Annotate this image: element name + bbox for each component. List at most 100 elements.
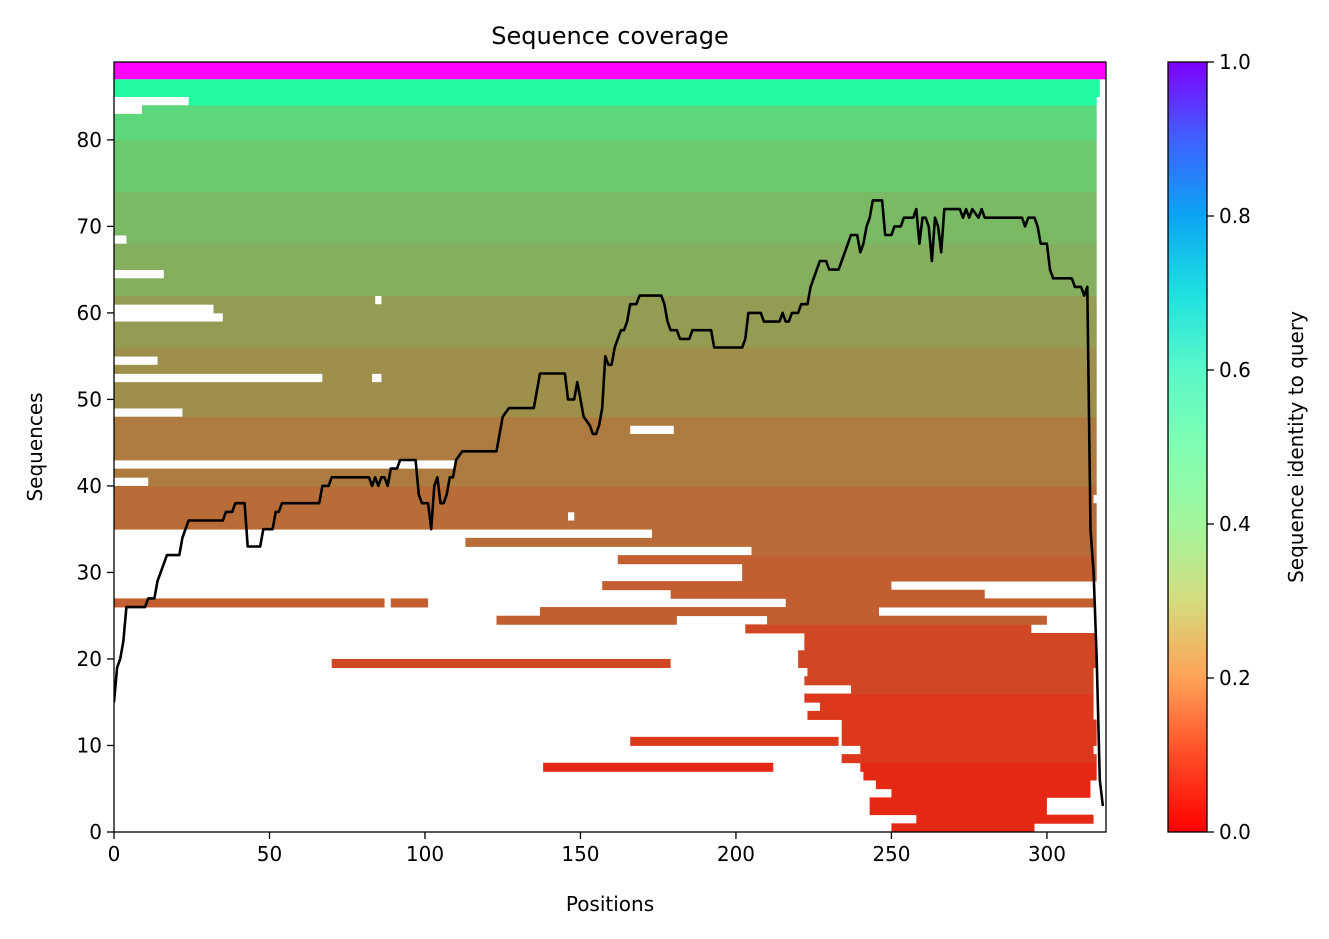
x-tick-label: 100 [406, 842, 444, 866]
alignment-row [114, 494, 1094, 504]
colorbar-gradient [1167, 61, 1208, 833]
y-tick-label: 70 [77, 214, 102, 238]
alignment-row [114, 209, 1097, 219]
alignment-row [114, 598, 385, 608]
alignment-row [114, 399, 1097, 409]
alignment-row [785, 598, 1094, 608]
alignment-row [863, 771, 1097, 781]
alignment-row [114, 485, 1097, 495]
colorbar-tick-label: 0.8 [1219, 204, 1251, 228]
x-tick-label: 300 [1028, 842, 1066, 866]
alignment-row [841, 736, 1097, 746]
x-tick-label: 250 [872, 842, 910, 866]
alignment-row [114, 157, 1097, 167]
alignment-row [390, 598, 429, 608]
alignment-row [114, 434, 1097, 444]
plot-frame [113, 61, 1107, 833]
alignment-row [114, 200, 1097, 210]
y-axis-ticks: 0 10 20 30 40 50 60 70 80 [77, 128, 114, 844]
alignment-row [114, 295, 376, 305]
y-tick-label: 80 [77, 128, 102, 152]
alignment-row [465, 537, 1097, 547]
alignment-row [331, 658, 671, 669]
alignment-row [114, 338, 1097, 348]
x-axis-ticks: 0 50 100 150 200 250 300 [108, 832, 1066, 866]
colorbar-ticks: 0.0 0.2 0.4 0.6 0.8 1.0 [1207, 50, 1251, 844]
alignment-row [751, 546, 1097, 556]
alignment-row [807, 710, 1094, 720]
alignment-row [891, 788, 1091, 798]
x-tick-label: 50 [257, 842, 282, 866]
colorbar-tick-label: 0.0 [1219, 820, 1251, 844]
alignment-row [798, 650, 1097, 660]
y-tick-label: 0 [89, 820, 102, 844]
alignment-row [860, 762, 1097, 772]
alignment-row [141, 105, 1097, 115]
alignment-row [114, 468, 1097, 478]
y-tick-label: 10 [77, 733, 102, 757]
alignment-row [804, 633, 1097, 643]
alignment-row [630, 736, 839, 746]
x-axis-title: Positions [566, 892, 654, 916]
alignment-row [798, 658, 1097, 669]
y-tick-label: 60 [77, 301, 102, 325]
alignment-row [804, 676, 1094, 686]
alignment-row [841, 754, 1097, 764]
alignment-row [114, 226, 1097, 236]
alignment-row [602, 581, 892, 591]
alignment-row [381, 373, 1097, 383]
colorbar: 0.0 0.2 0.4 0.6 0.8 1.0 Sequence identity to … [1167, 50, 1308, 844]
alignment-row [114, 416, 1097, 426]
alignment-row [745, 624, 1032, 634]
alignment-row [126, 235, 1097, 245]
y-tick-label: 50 [77, 387, 102, 411]
y-axis-title: Sequences [23, 392, 47, 501]
alignment-row [114, 131, 1097, 141]
alignment-row [114, 113, 1097, 123]
alignment-row [114, 390, 1097, 400]
y-tick-label: 40 [77, 474, 102, 498]
alignment-row [114, 174, 1097, 184]
alignment-row [767, 615, 1047, 625]
alignment-row [322, 373, 373, 383]
colorbar-tick-label: 0.2 [1219, 666, 1251, 690]
colorbar-label: Sequence identity to query [1284, 311, 1308, 583]
alignment-row [617, 555, 1097, 565]
alignment-row [114, 243, 1097, 253]
alignment-row [114, 330, 1097, 340]
y-tick-label: 30 [77, 560, 102, 584]
alignment-row [114, 347, 1097, 357]
alignment-row [891, 823, 1035, 832]
chart-title: Sequence coverage [491, 22, 728, 50]
alignment-row [114, 165, 1097, 175]
alignment-row [804, 693, 1094, 703]
alignment-row [114, 139, 1097, 149]
alignment-row [114, 148, 1097, 158]
plot-area [114, 62, 1106, 832]
alignment-row [841, 719, 1097, 729]
alignment-row [807, 667, 1094, 677]
alignment-row [188, 96, 1097, 106]
alignment-row [875, 780, 1091, 790]
alignment-rows [114, 62, 1106, 832]
alignment-row [213, 304, 1097, 314]
alignment-row [381, 295, 1097, 305]
alignment-row [114, 87, 1100, 98]
colorbar-tick-label: 0.6 [1219, 358, 1251, 382]
alignment-row [841, 728, 1097, 738]
alignment-row [157, 356, 1097, 366]
alignment-row [540, 607, 879, 617]
alignment-row [651, 529, 1097, 539]
alignment-row [114, 451, 1097, 461]
alignment-row [869, 797, 1047, 807]
alignment-row [851, 684, 1094, 694]
alignment-row [114, 217, 1097, 227]
alignment-row [673, 425, 1097, 435]
alignment-row [869, 806, 1047, 816]
alignment-row [456, 459, 1097, 470]
alignment-row [742, 572, 1097, 582]
alignment-row [114, 286, 1097, 296]
alignment-row [163, 269, 1097, 279]
x-tick-label: 0 [108, 842, 121, 866]
y-tick-label: 20 [77, 647, 102, 671]
